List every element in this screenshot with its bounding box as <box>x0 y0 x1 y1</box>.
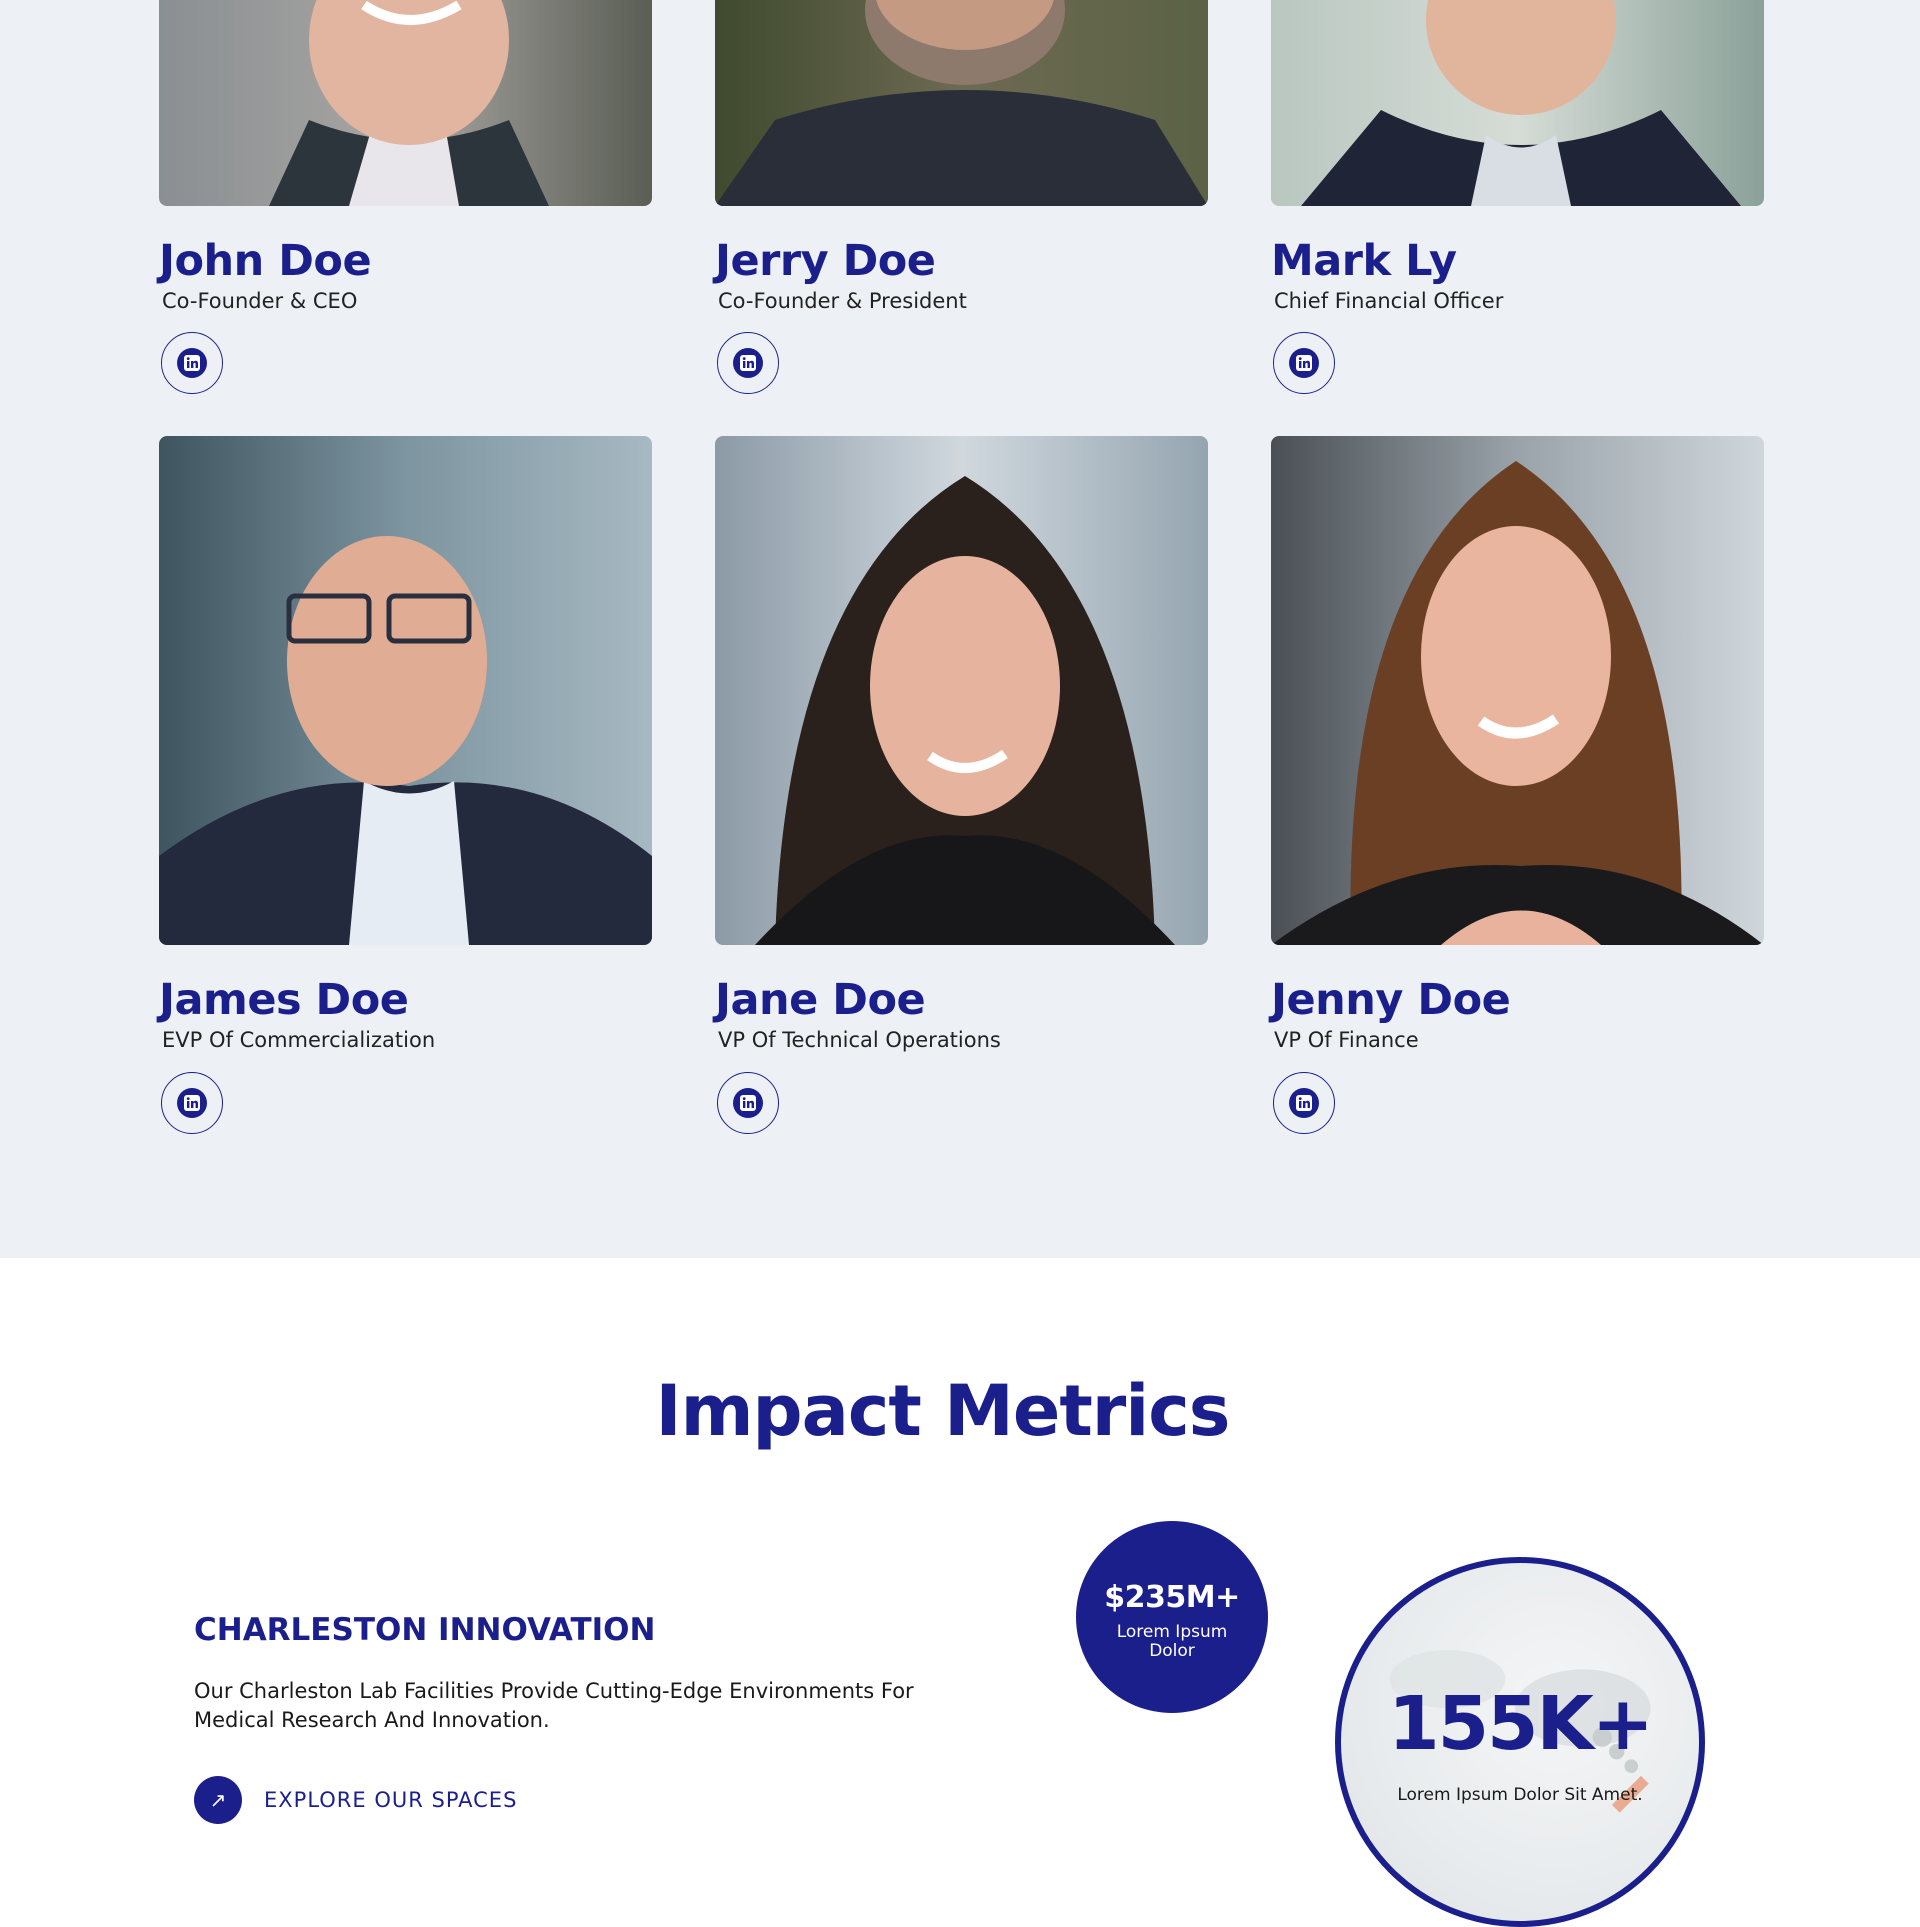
member-role: VP Of Technical Operations <box>718 1028 1001 1052</box>
team-section: John Doe Co-Founder & CEO Jerry Doe <box>0 0 1920 1258</box>
metrics-description: Our Charleston Lab Facilities Provide Cu… <box>194 1679 914 1732</box>
member-photo <box>715 436 1208 945</box>
member-name: Mark Ly <box>1271 236 1457 286</box>
member-role: Co-Founder & CEO <box>162 289 358 313</box>
linkedin-button[interactable] <box>161 1072 223 1134</box>
member-photo <box>159 0 652 206</box>
linkedin-icon <box>733 348 763 378</box>
linkedin-icon <box>1289 348 1319 378</box>
stat-value: $235M+ <box>1104 1579 1240 1615</box>
linkedin-icon <box>177 348 207 378</box>
member-name: James Doe <box>159 975 409 1025</box>
linkedin-button[interactable] <box>1273 332 1335 394</box>
stat-value: 155K+ <box>1388 1681 1654 1767</box>
member-name: John Doe <box>159 236 372 286</box>
lab-background-image <box>1389 1650 1651 1813</box>
linkedin-icon <box>177 1088 207 1118</box>
linkedin-button[interactable] <box>1273 1072 1335 1134</box>
metrics-title: Impact Metrics <box>655 1370 1231 1452</box>
member-photo <box>1271 0 1764 206</box>
linkedin-button[interactable] <box>717 332 779 394</box>
linkedin-icon <box>1289 1088 1319 1118</box>
linkedin-button[interactable] <box>717 1072 779 1134</box>
member-name: Jerry Doe <box>715 236 936 286</box>
stat-caption: Lorem Ipsum Dolor Sit Amet. <box>1397 1785 1643 1805</box>
linkedin-button[interactable] <box>161 332 223 394</box>
stat-caption: Lorem Ipsum Dolor <box>1116 1621 1228 1661</box>
member-role: EVP Of Commercialization <box>162 1028 436 1052</box>
stat-badge-funding: $235M+ Lorem Ipsum Dolor <box>1076 1521 1268 1713</box>
member-role: Co-Founder & President <box>718 289 967 313</box>
member-photo <box>1271 436 1764 945</box>
explore-spaces-link[interactable]: ↗ EXPLORE OUR SPACES <box>194 1776 517 1824</box>
metrics-heading: CHARLESTON INNOVATION <box>194 1612 656 1648</box>
member-role: Chief Financial Officer <box>1274 289 1504 313</box>
explore-spaces-label: EXPLORE OUR SPACES <box>264 1788 518 1812</box>
linkedin-icon <box>733 1088 763 1118</box>
member-photo <box>159 436 652 945</box>
member-name: Jenny Doe <box>1271 975 1511 1025</box>
arrow-up-right-icon: ↗ <box>194 1776 242 1824</box>
stat-badge-reach: 155K+ Lorem Ipsum Dolor Sit Amet. <box>1335 1557 1705 1927</box>
member-photo <box>715 0 1208 206</box>
member-role: VP Of Finance <box>1274 1028 1419 1052</box>
member-name: Jane Doe <box>715 975 926 1025</box>
